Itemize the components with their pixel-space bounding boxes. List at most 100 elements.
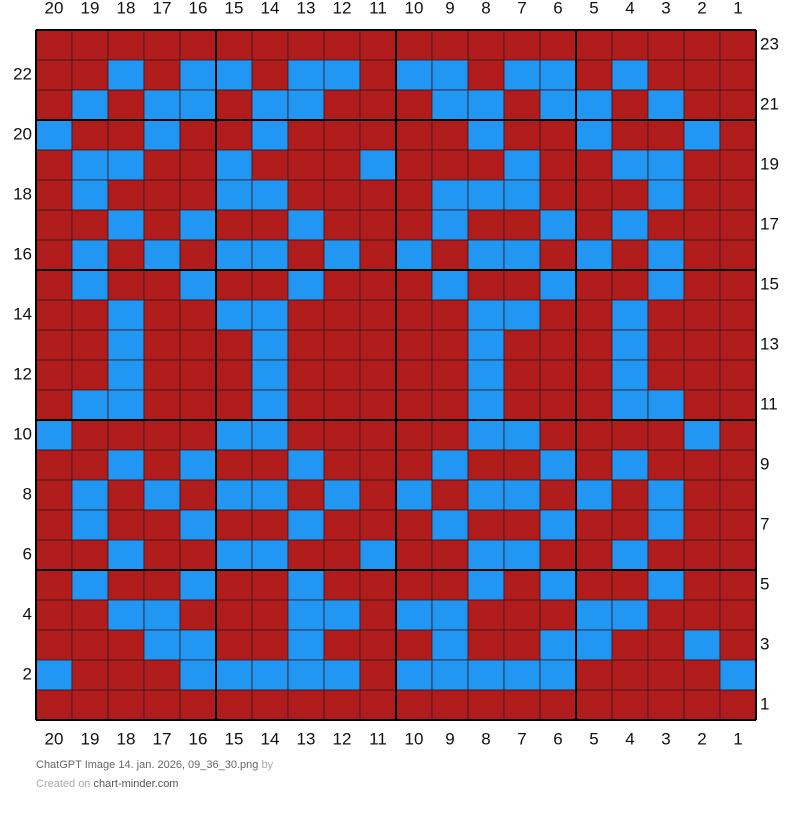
cell [107, 209, 145, 241]
cell [215, 419, 253, 451]
cell [719, 299, 757, 331]
cell [143, 539, 181, 571]
cell [359, 449, 397, 481]
cell [179, 329, 217, 361]
cell [683, 29, 721, 61]
cell [719, 599, 757, 631]
cell [467, 179, 505, 211]
cell [395, 149, 433, 181]
cell [71, 299, 109, 331]
cell [143, 479, 181, 511]
cell [215, 179, 253, 211]
cell [287, 389, 325, 421]
cell [611, 329, 649, 361]
cell [395, 209, 433, 241]
cell [539, 449, 577, 481]
cell [395, 659, 433, 691]
cell [107, 539, 145, 571]
cell [71, 539, 109, 571]
cell [431, 569, 469, 601]
cell [179, 239, 217, 271]
column-label: 11 [369, 0, 387, 17]
cell [575, 539, 613, 571]
cell [611, 629, 649, 661]
cell [107, 509, 145, 541]
cell [395, 389, 433, 421]
cell [539, 119, 577, 151]
cell [503, 599, 541, 631]
cell [395, 419, 433, 451]
cell [215, 119, 253, 151]
row-label: 2 [23, 664, 32, 683]
cell [359, 209, 397, 241]
cell [71, 59, 109, 91]
cell [431, 359, 469, 391]
cell [539, 599, 577, 631]
grid-lines [35, 29, 757, 721]
cell [431, 29, 469, 61]
cell [35, 209, 73, 241]
cell [179, 209, 217, 241]
cell [71, 569, 109, 601]
cell [647, 239, 685, 271]
cell [71, 119, 109, 151]
cell [179, 569, 217, 601]
cell [395, 239, 433, 271]
cell [251, 659, 289, 691]
cell [179, 689, 217, 721]
cell [503, 269, 541, 301]
cell [251, 89, 289, 121]
cell [179, 509, 217, 541]
cell [143, 239, 181, 271]
cell [143, 359, 181, 391]
cell [683, 689, 721, 721]
cell [503, 89, 541, 121]
cell [107, 599, 145, 631]
cell [71, 359, 109, 391]
cell [143, 59, 181, 91]
cells [35, 29, 757, 721]
cell [647, 119, 685, 151]
cell [647, 509, 685, 541]
cell [251, 599, 289, 631]
cell [503, 209, 541, 241]
cell [287, 599, 325, 631]
cell [575, 419, 613, 451]
cell [503, 239, 541, 271]
cell [647, 449, 685, 481]
column-label: 18 [117, 0, 136, 17]
cell [683, 269, 721, 301]
cell [575, 449, 613, 481]
cell [467, 509, 505, 541]
cell [539, 59, 577, 91]
cell [251, 209, 289, 241]
cell [251, 509, 289, 541]
cell [107, 119, 145, 151]
cell [611, 479, 649, 511]
cell [719, 119, 757, 151]
cell [467, 689, 505, 721]
cell [647, 629, 685, 661]
cell [215, 239, 253, 271]
cell [647, 419, 685, 451]
cell [323, 689, 361, 721]
cell [431, 119, 469, 151]
row-label: 17 [760, 214, 779, 233]
cell [575, 689, 613, 721]
site-link[interactable]: chart-minder.com [94, 778, 179, 790]
cell [611, 119, 649, 151]
cell [395, 569, 433, 601]
cell [611, 179, 649, 211]
cell [287, 359, 325, 391]
cell [467, 209, 505, 241]
cell [467, 299, 505, 331]
cell [503, 29, 541, 61]
row-label: 7 [760, 514, 769, 533]
cell [107, 89, 145, 121]
cell [719, 29, 757, 61]
cell [179, 479, 217, 511]
cell [287, 209, 325, 241]
cell [431, 59, 469, 91]
cell [143, 209, 181, 241]
cell [539, 659, 577, 691]
